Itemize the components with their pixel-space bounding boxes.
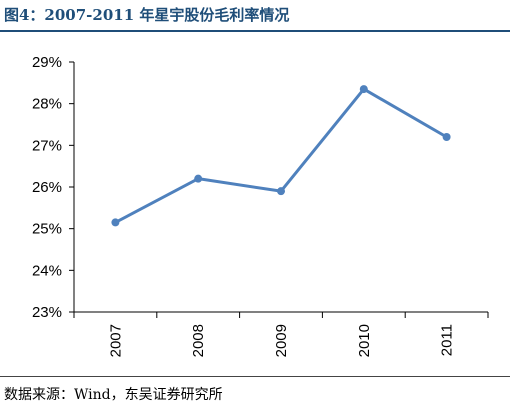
y-tick-label: 27% [32,137,62,154]
y-tick-label: 29% [32,54,62,71]
title-divider [0,30,510,32]
data-point [359,85,368,94]
chart-container: 23% 24% 25% 26% 27% 28% 29% 2007 2008 2009 2010 201… [0,37,510,379]
data-source: 数据来源：Wind，东吴证券研究所 [4,387,223,403]
data-point [194,174,203,183]
figure-title: 图4：2007-2011 年星宇股份毛利率情况 [4,6,290,24]
series-line [114,87,448,224]
y-tick-label: 24% [32,262,62,279]
y-tick-label: 28% [32,96,62,113]
x-tick-label: 2010 [356,324,373,357]
x-tick-label: 2007 [107,324,124,357]
x-tick-label: 2009 [273,324,290,357]
y-tick-label: 23% [32,304,62,321]
x-tick-label: 2008 [190,324,207,357]
x-tick-label: 2011 [439,324,456,356]
y-tick-label: 25% [32,221,62,238]
data-point [277,187,285,196]
footer-divider [0,376,510,377]
y-tick-label: 26% [32,179,62,196]
data-point [442,133,451,141]
data-point [111,218,120,227]
line-chart: 23% 24% 25% 26% 27% 28% 29% 2007 2008 2009 2010 201… [32,54,489,357]
